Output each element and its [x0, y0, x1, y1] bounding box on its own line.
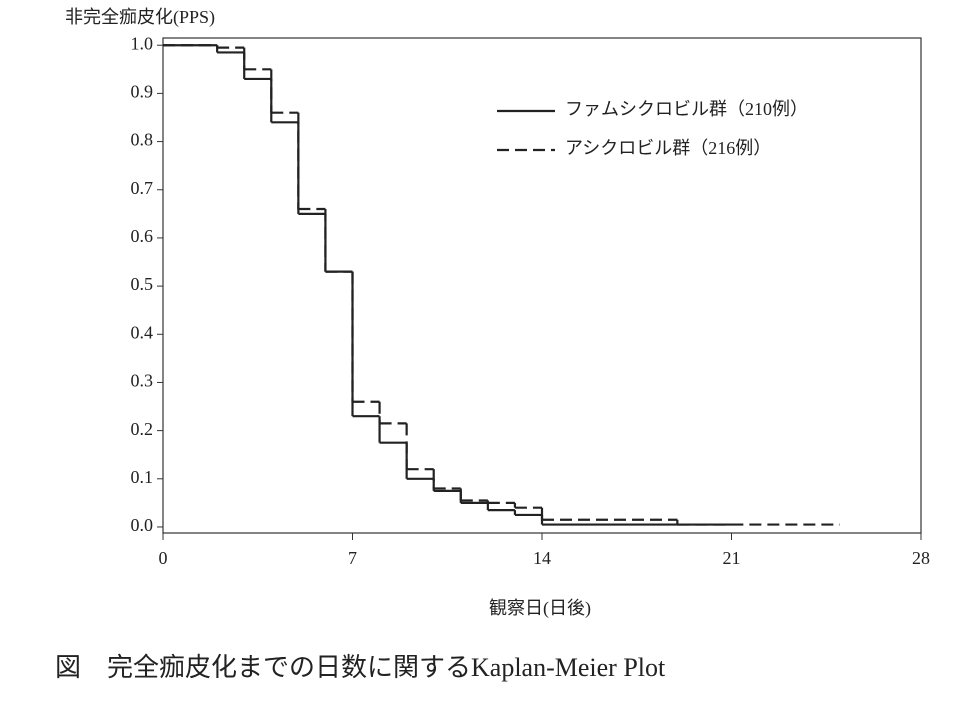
y-tick-label: 0.4: [131, 322, 154, 342]
x-axis-label: 観察日(日後): [489, 598, 591, 619]
caption: 図 完全痂皮化までの日数に関するKaplan-Meier Plot: [55, 653, 666, 682]
x-tick-label: 7: [348, 548, 357, 568]
x-tick-label: 21: [723, 548, 741, 568]
y-tick-label: 1.0: [131, 33, 154, 53]
y-tick-label: 0.0: [131, 515, 154, 535]
x-tick-label: 14: [533, 548, 551, 568]
x-tick-label: 0: [159, 548, 168, 568]
y-tick-label: 0.7: [131, 178, 154, 198]
legend-label: アシクロビル群（216例）: [565, 138, 771, 158]
y-tick-label: 0.2: [131, 419, 154, 439]
y-tick-label: 0.9: [131, 82, 154, 102]
y-tick-label: 0.5: [131, 274, 154, 294]
y-tick-label: 0.6: [131, 226, 154, 246]
y-tick-label: 0.1: [131, 467, 154, 487]
y-tick-label: 0.3: [131, 371, 154, 391]
y-axis-label: 非完全痂皮化(PPS): [65, 7, 215, 28]
x-tick-label: 28: [912, 548, 930, 568]
y-tick-label: 0.8: [131, 130, 154, 150]
legend-label: ファムシクロビル群（210例）: [565, 99, 808, 119]
